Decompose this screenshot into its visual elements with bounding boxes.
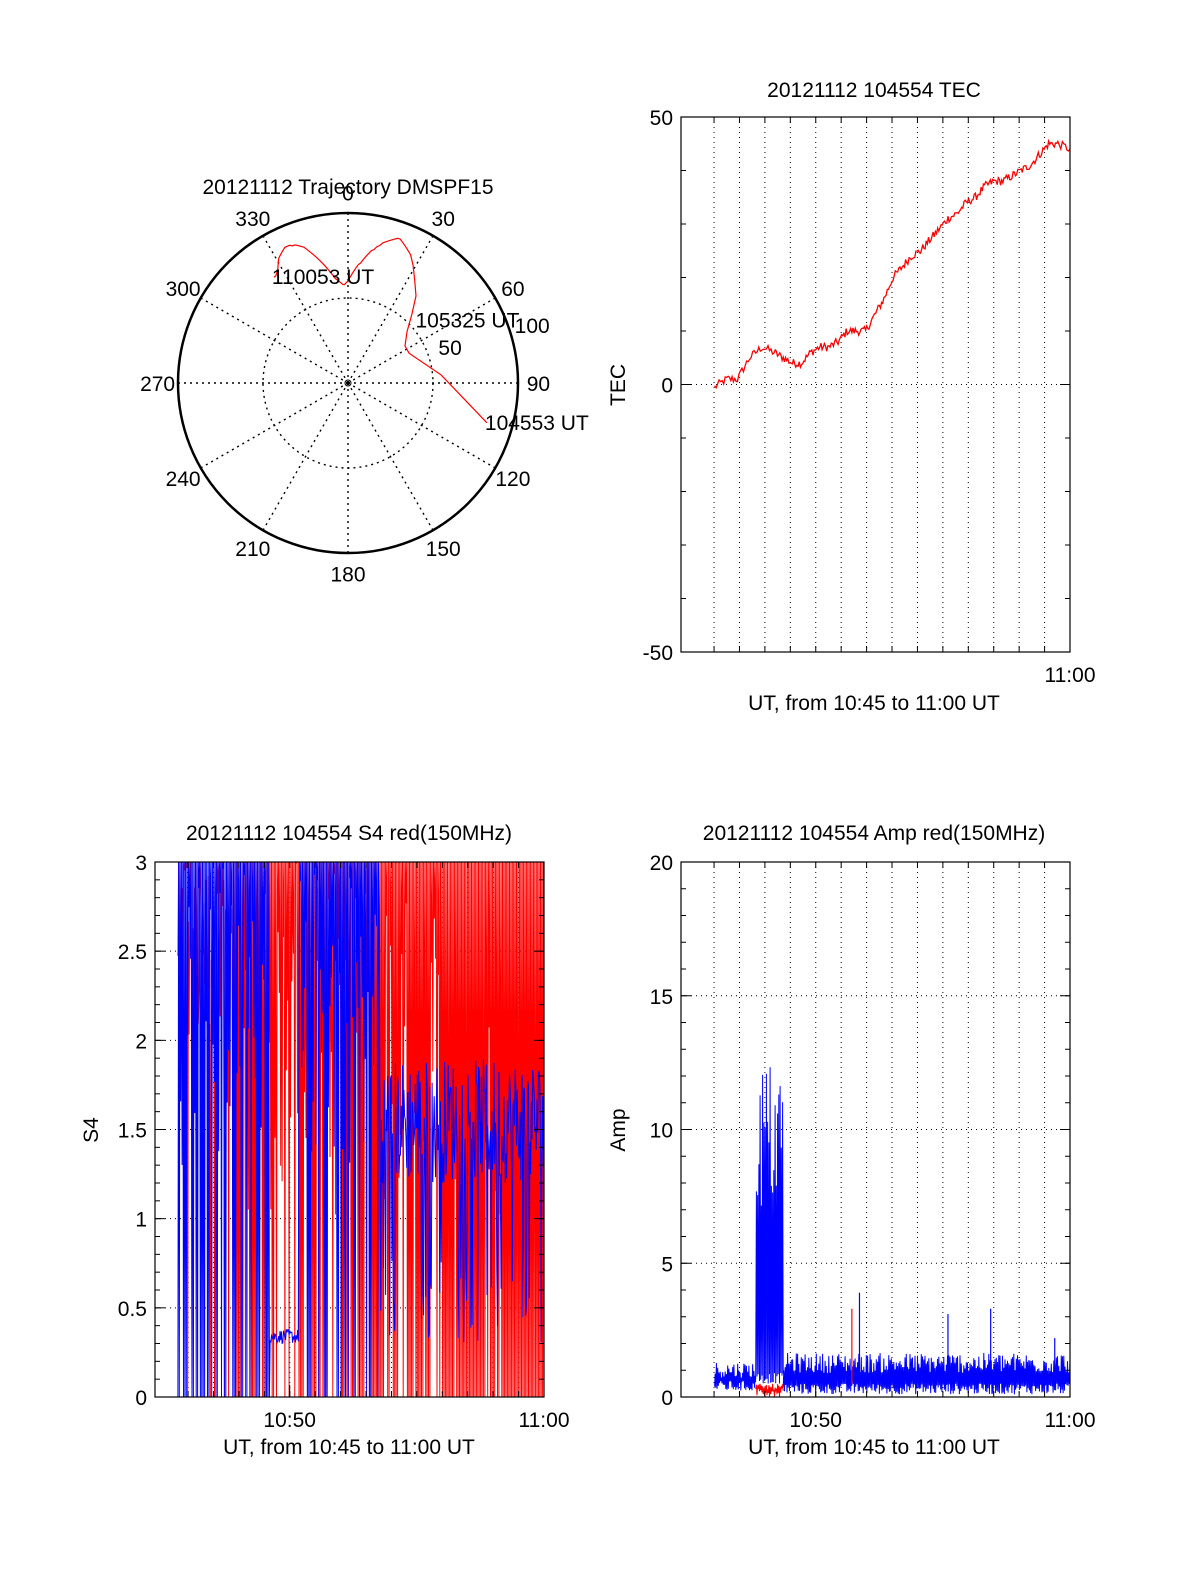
polar-spoke [200, 382, 349, 469]
polar-spoke [347, 382, 434, 531]
tec-title: 20121112 104554 TEC [767, 79, 981, 102]
x-tick-label: 11:00 [1045, 664, 1096, 687]
y-tick-label: 3 [135, 852, 147, 875]
y-tick-label: 15 [650, 986, 673, 1009]
polar-outer-circle [176, 211, 520, 555]
polar-angle-label: 240 [166, 468, 201, 491]
polar-center [344, 379, 352, 387]
x-tick-label: 10:50 [263, 1409, 316, 1432]
s4-y-axis-label: S4 [80, 1117, 103, 1143]
amp-title: 20121112 104554 Amp red(150MHz) [703, 822, 1045, 845]
amp-grid [681, 862, 1071, 1397]
y-tick-label: 0 [135, 1387, 147, 1410]
y-tick-label: 20 [650, 852, 673, 875]
y-tick-label: 1 [135, 1209, 147, 1232]
s4-x-axis-label: UT, from 10:45 to 11:00 UT [223, 1436, 475, 1459]
polar-angle-label: 150 [426, 538, 461, 561]
amp-x-axis-label: UT, from 10:45 to 11:00 UT [748, 1436, 1000, 1459]
s4-axis-ticks: 0 0.5 1 1.5 2 2.5 3 10:50 11:00 [118, 852, 570, 1432]
amp-series-blue [755, 1067, 784, 1384]
polar-angle-label: 0 [342, 183, 354, 206]
amp-series-blue [714, 1362, 757, 1391]
y-tick-label: 0 [661, 1387, 673, 1410]
trajectory-time-label: 110053 UT [272, 266, 375, 289]
amp-chart: 20121112 104554 Amp red(150MHz) 0 5 10 15 20… [607, 822, 1096, 1459]
tec-chart: 20121112 104554 TEC -50 0 50 11:00 UT, from… [607, 79, 1096, 715]
polar-spoke [347, 297, 496, 384]
y-tick-label: -50 [643, 642, 673, 665]
polar-spoke [200, 297, 349, 384]
tec-y-axis-label: TEC [607, 364, 630, 406]
amp-axis-ticks: 0 5 10 15 20 10:50 11:00 [650, 852, 1096, 1432]
polar-angle-label: 90 [527, 373, 550, 396]
polar-angle-label: 30 [432, 208, 455, 231]
y-tick-label: 0.5 [118, 1298, 147, 1321]
amp-series [714, 1067, 1071, 1398]
trajectory-polar-plot: 20121112 Trajectory DMSPF15 0 30 60 90 120 15… [140, 176, 589, 586]
y-tick-label: 10 [650, 1120, 673, 1143]
polar-angle-label: 300 [166, 278, 201, 301]
polar-angle-label: 330 [235, 208, 270, 231]
polar-angle-labels: 0 30 60 90 120 150 180 210 240 270 300 330 [140, 183, 550, 587]
x-tick-label: 10:50 [789, 1409, 842, 1432]
polar-angle-label: 120 [495, 468, 530, 491]
trajectory-title: 20121112 Trajectory DMSPF15 [202, 176, 493, 199]
y-tick-label: 2.5 [118, 941, 147, 964]
s4-series-blue [177, 861, 545, 1398]
trajectory-track [273, 237, 488, 424]
polar-angle-label: 180 [330, 563, 365, 586]
polar-spoke [262, 382, 349, 531]
polar-grid [178, 213, 518, 553]
x-tick-label: 11:00 [519, 1409, 570, 1432]
trajectory-annotations: 110053 UT 105325 UT 104553 UT [272, 266, 589, 435]
polar-radius-labels: 50 100 [438, 315, 549, 360]
y-tick-label: 50 [650, 107, 673, 130]
tec-series-line [714, 138, 1071, 390]
polar-radius-label: 100 [515, 315, 550, 338]
y-tick-label: 0 [661, 375, 673, 398]
s4-chart: 20121112 104554 S4 red(150MHz) 0 0.5 1 1.5 2… [80, 822, 570, 1459]
s4-series [177, 860, 545, 1398]
polar-radius-label: 50 [438, 337, 461, 360]
amp-y-axis-label: Amp [607, 1108, 630, 1151]
y-tick-label: 2 [135, 1030, 147, 1053]
polar-angle-label: 270 [140, 373, 175, 396]
trajectory-time-label: 105325 UT [416, 309, 520, 332]
polar-angle-label: 60 [501, 278, 524, 301]
y-tick-label: 5 [661, 1253, 673, 1276]
polar-angle-label: 210 [235, 538, 270, 561]
polar-spoke [347, 382, 496, 469]
amp-series-blue [782, 1352, 1071, 1395]
trajectory-time-label: 104553 UT [485, 412, 589, 435]
polar-spoke [347, 235, 434, 384]
x-tick-label: 11:00 [1045, 1409, 1096, 1432]
amp-series-red [755, 1383, 784, 1398]
tec-x-axis-label: UT, from 10:45 to 11:00 UT [748, 692, 1000, 715]
s4-title: 20121112 104554 S4 red(150MHz) [186, 822, 512, 845]
y-tick-label: 1.5 [118, 1120, 147, 1143]
polar-spoke [262, 235, 349, 384]
tec-axis-ticks: -50 0 50 11:00 [643, 107, 1096, 687]
tec-grid [681, 117, 1071, 652]
